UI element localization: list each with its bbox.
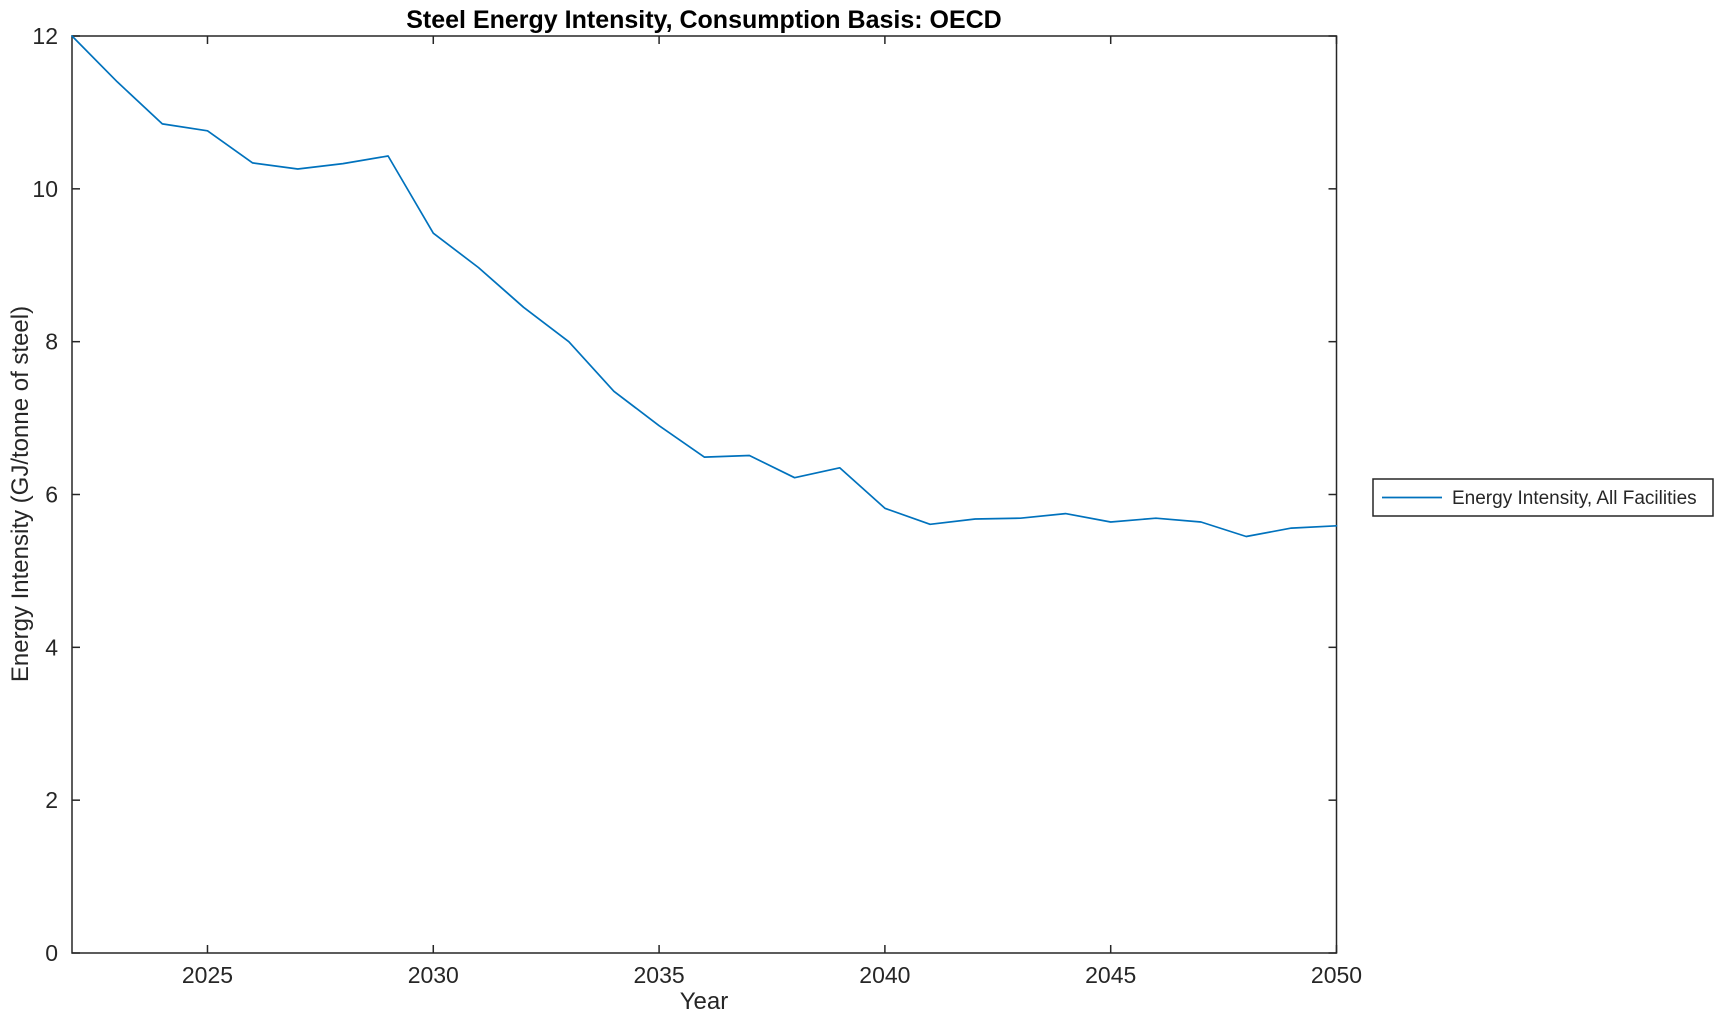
- legend-entry-label: Energy Intensity, All Facilities: [1452, 488, 1697, 509]
- y-tick-label: 6: [45, 482, 58, 508]
- y-tick-label: 10: [32, 176, 58, 202]
- plot-area: 2025 2030 2035 2040 2045 2050 0 2 4 6 8 10 12: [32, 23, 1362, 988]
- y-tick-label: 8: [45, 329, 58, 355]
- chart-title: Steel Energy Intensity, Consumption Basi…: [406, 6, 1001, 34]
- y-axis-label: Energy Intensity (GJ/tonne of steel): [7, 306, 34, 682]
- y-tick-label: 12: [32, 23, 58, 49]
- series-line: [71, 35, 1338, 538]
- x-tick-label: 2030: [408, 962, 459, 988]
- x-tick-label: 2040: [859, 962, 910, 988]
- x-tick-label: 2050: [1311, 962, 1362, 988]
- x-tick-label: 2035: [634, 962, 685, 988]
- y-tick-label: 0: [45, 940, 58, 966]
- y-tick-label: 4: [45, 634, 58, 660]
- x-axis-label: Year: [680, 988, 729, 1015]
- x-tick-label: 2045: [1085, 962, 1136, 988]
- x-tick-label: 2025: [182, 962, 233, 988]
- y-tick-label: 2: [45, 787, 58, 813]
- plot-border: [71, 35, 1338, 954]
- legend: Energy Intensity, All Facilities: [1372, 478, 1714, 517]
